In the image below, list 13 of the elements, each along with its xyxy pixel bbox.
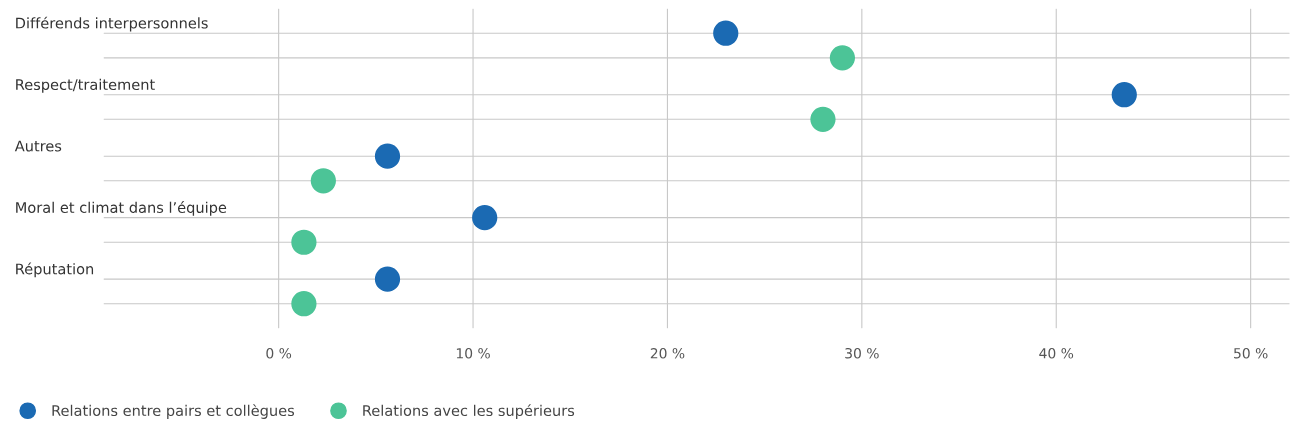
y-tick-label: Respect/traitement (16, 78, 155, 93)
x-tick-label: 40 % (1039, 348, 1074, 359)
legend-label: Relations entre pairs et collègues (52, 404, 295, 419)
y-tick-label: Moral et climat dans l’équipe (16, 201, 227, 216)
y-tick-label: Réputation (16, 262, 94, 278)
y-tick-label: Autres (14, 140, 62, 152)
x-tick-label: 50 % (1234, 348, 1268, 359)
x-tick-label: 0 % (266, 348, 292, 359)
x-tick-label: 20 % (650, 348, 685, 359)
y-tick-label: Différends interpersonnels (16, 16, 208, 32)
x-tick-label: 30 % (845, 348, 879, 359)
x-tick-label: 10 % (456, 348, 490, 359)
legend-label: Relations avec les supérieurs (363, 404, 575, 419)
